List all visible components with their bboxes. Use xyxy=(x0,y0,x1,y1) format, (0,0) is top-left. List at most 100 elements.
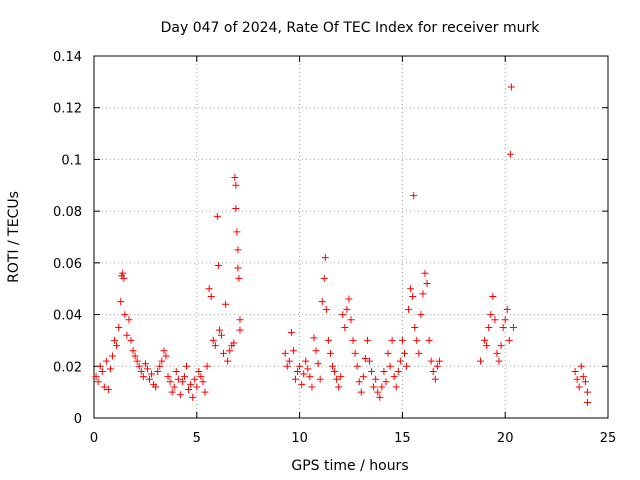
data-point xyxy=(353,362,361,370)
data-point xyxy=(102,357,110,365)
data-point xyxy=(94,378,102,386)
data-point xyxy=(306,373,314,381)
data-point xyxy=(152,383,160,391)
data-point xyxy=(162,352,170,360)
data-point xyxy=(158,357,166,365)
data-point xyxy=(310,334,318,342)
data-point xyxy=(199,378,207,386)
data-point xyxy=(507,83,515,91)
data-point xyxy=(154,367,162,375)
x-tick-label: 10 xyxy=(291,431,308,446)
data-point xyxy=(234,264,242,272)
data-point xyxy=(417,311,425,319)
data-point xyxy=(318,298,326,306)
data-point xyxy=(322,305,330,313)
data-point xyxy=(421,269,429,277)
data-point xyxy=(333,375,341,383)
data-point xyxy=(489,292,497,300)
data-point xyxy=(316,375,324,383)
data-point xyxy=(195,367,203,375)
data-point xyxy=(378,383,386,391)
data-point xyxy=(174,375,182,383)
data-point xyxy=(300,370,308,378)
data-point xyxy=(407,285,415,293)
data-point xyxy=(120,274,128,282)
data-point xyxy=(359,373,367,381)
data-point xyxy=(343,305,351,313)
data-point xyxy=(433,362,441,370)
data-point xyxy=(501,316,509,324)
data-point xyxy=(226,347,234,355)
data-point xyxy=(222,300,230,308)
data-point xyxy=(148,370,156,378)
data-point xyxy=(349,336,357,344)
data-point xyxy=(106,365,114,373)
data-point xyxy=(485,324,493,331)
data-point xyxy=(178,378,186,386)
data-point xyxy=(183,362,191,370)
data-point xyxy=(583,398,591,406)
data-point xyxy=(214,261,222,269)
data-point xyxy=(400,349,408,357)
data-point xyxy=(113,342,121,350)
data-point xyxy=(205,285,213,293)
data-point xyxy=(220,349,228,357)
data-point xyxy=(324,336,332,344)
data-point xyxy=(491,316,499,324)
y-tick-label: 0.08 xyxy=(53,205,82,220)
y-tick-label: 0.02 xyxy=(53,360,82,375)
data-point xyxy=(403,362,411,370)
data-point xyxy=(191,375,199,383)
y-tick-label: 0.04 xyxy=(53,309,82,324)
data-point xyxy=(131,352,139,360)
data-point xyxy=(170,383,178,391)
data-point xyxy=(117,298,125,306)
data-point xyxy=(405,305,413,313)
axis-ticks: 0 5 10 15 20 25 0 0.02 0.04 0.06 0.08 0.1 0.12 0.14 xyxy=(53,50,616,446)
data-point xyxy=(207,292,215,300)
data-point xyxy=(357,388,365,396)
data-point xyxy=(355,378,363,386)
data-point xyxy=(351,349,359,357)
data-point xyxy=(409,292,417,300)
data-point xyxy=(509,324,517,331)
data-point xyxy=(285,357,293,365)
data-point xyxy=(487,311,495,319)
data-point xyxy=(366,357,374,365)
data-point xyxy=(320,274,328,282)
data-point xyxy=(209,336,217,344)
data-point xyxy=(321,254,329,262)
data-point xyxy=(109,352,117,360)
data-point xyxy=(119,269,127,277)
data-point xyxy=(232,205,240,213)
data-point xyxy=(495,357,503,365)
data-point xyxy=(187,380,195,388)
data-point xyxy=(398,336,406,344)
data-point xyxy=(123,331,131,339)
data-point xyxy=(419,290,427,298)
y-tick-label: 0.1 xyxy=(61,153,82,168)
data-point xyxy=(386,362,394,370)
data-point xyxy=(294,367,302,375)
data-point xyxy=(135,362,143,370)
data-point xyxy=(583,388,591,396)
data-point xyxy=(215,326,223,334)
data-point xyxy=(133,357,141,365)
data-point xyxy=(382,378,390,386)
data-point xyxy=(235,274,243,282)
data-point xyxy=(234,246,242,254)
data-point xyxy=(372,375,380,383)
data-point xyxy=(176,391,184,399)
data-point xyxy=(211,342,219,350)
data-point xyxy=(189,393,197,401)
data-point xyxy=(111,336,119,344)
data-point xyxy=(115,324,123,331)
data-point xyxy=(483,342,491,350)
data-point xyxy=(201,388,209,396)
data-point xyxy=(302,357,310,365)
data-point xyxy=(363,336,371,344)
data-point xyxy=(376,393,384,401)
data-point xyxy=(341,324,349,331)
data-point xyxy=(429,367,437,375)
